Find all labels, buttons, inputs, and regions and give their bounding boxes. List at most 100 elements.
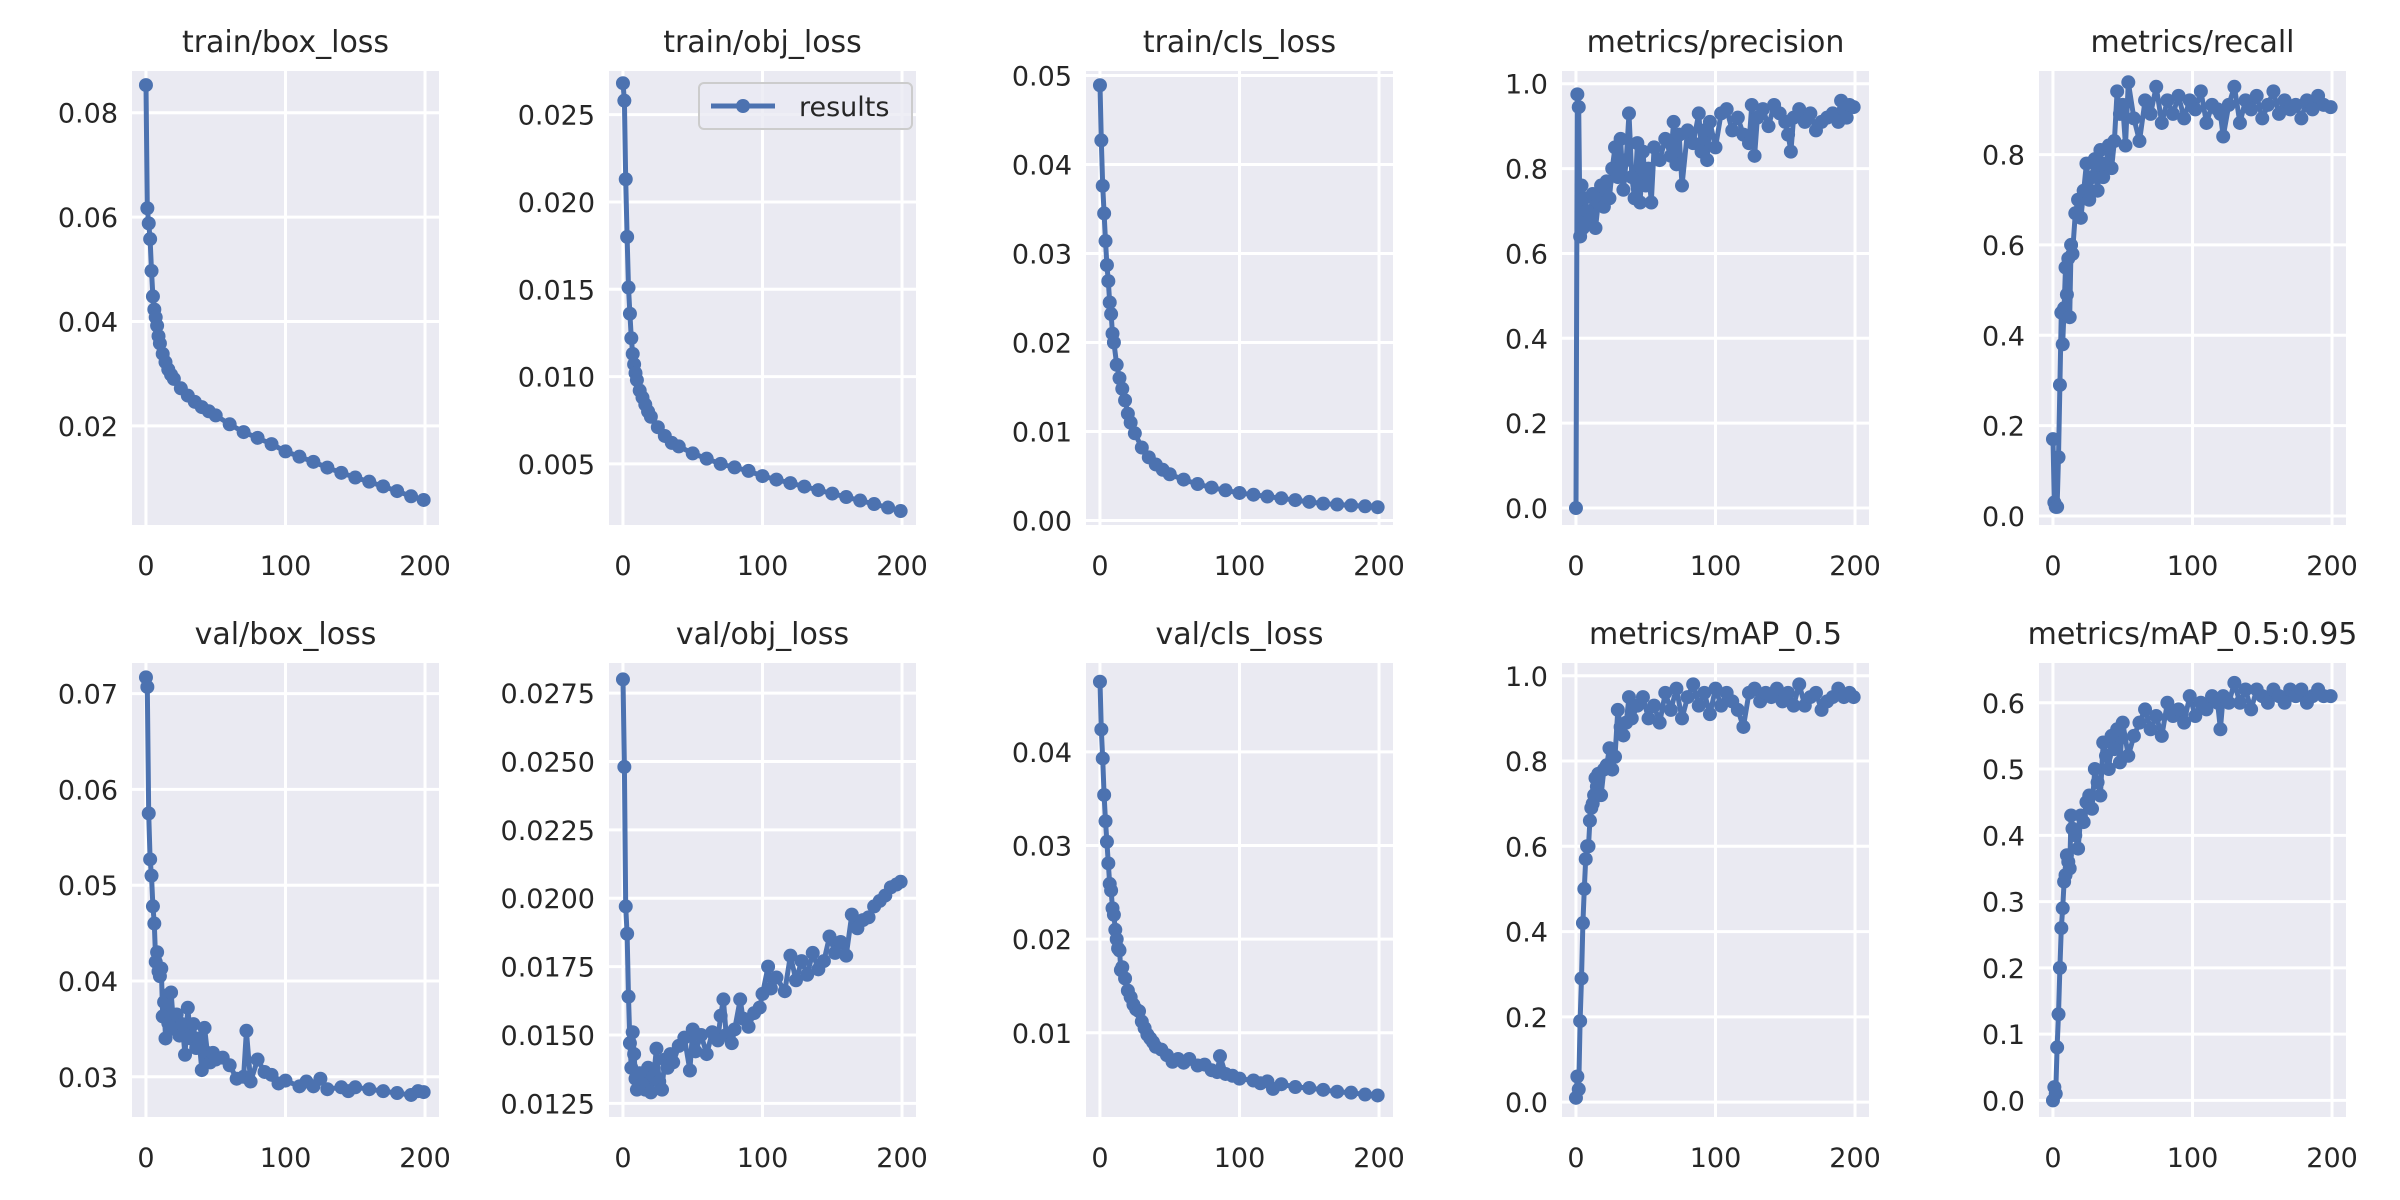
data-point [625,346,640,361]
data-point [867,497,882,512]
data-point [643,1085,658,1100]
data-point [2171,88,2186,103]
data-point [2048,1086,2063,1101]
data-point [1747,148,1762,163]
y-tick-label: 0.0150 [501,1021,595,1052]
data-point [1613,131,1628,146]
data-point [861,910,876,925]
series-results [615,76,908,519]
data-point [1700,153,1715,168]
data-point [833,934,848,949]
data-point [2052,377,2067,392]
data-point [1162,467,1177,482]
data-point [1358,1087,1373,1102]
data-point [1641,161,1656,176]
data-point [2188,102,2203,117]
y-tick-label: 1.0 [1505,70,1548,101]
y-tick-label: 0.0200 [501,884,595,915]
data-point [404,489,419,504]
data-point [390,1086,405,1101]
data-point [1658,131,1673,146]
data-point [1218,483,1233,498]
data-point [1624,711,1639,726]
data-point [1190,477,1205,492]
data-point [278,1073,293,1088]
data-point [1697,685,1712,700]
x-tick-label: 100 [1214,1143,1266,1174]
data-point [1104,307,1119,322]
data-point [1571,100,1586,115]
x-tick-label: 200 [2306,551,2358,582]
data-point [1094,722,1109,737]
data-point [2096,170,2111,185]
data-point [172,1028,187,1043]
data-point [1118,971,1133,986]
data-point [741,463,756,478]
data-point [622,306,637,321]
series-results [1092,78,1385,515]
data-point [1212,1049,1227,1064]
data-point [1274,491,1289,506]
data-point [2104,161,2119,176]
data-point [1803,106,1818,121]
data-point [222,1058,237,1073]
data-point [145,899,160,914]
data-point [1232,1071,1247,1086]
data-point [1288,1080,1303,1095]
data-point [811,483,826,498]
panel-metrics-precision: 0 100 200 0.0 0.2 0.4 0.6 0.8 1.0 metrics/precisi… [1505,25,1881,582]
data-point [622,1036,637,1051]
data-point [320,460,335,475]
legend: results [698,82,913,130]
data-point [2260,695,2275,710]
data-point [816,954,831,969]
data-point [1635,690,1650,705]
data-point [2149,79,2164,94]
data-point [1736,719,1751,734]
axes: 0 100 200 0.01 0.02 0.03 0.04 [1012,663,1405,1174]
data-point [2071,841,2086,856]
data-point [1101,274,1116,289]
data-point [627,1047,642,1062]
legend-label: results [799,92,889,123]
data-point [629,373,644,388]
data-point [839,948,854,963]
data-point [643,409,658,424]
data-point [805,945,820,960]
data-point [1577,881,1592,896]
data-point [2121,75,2136,90]
y-tick-label: 0.06 [58,775,118,806]
data-point [143,232,158,247]
data-point [1204,480,1219,495]
data-point [2065,246,2080,261]
data-point [893,504,908,519]
data-point [1652,153,1667,168]
data-point [1616,728,1631,743]
data-point [390,484,405,499]
data-point [2244,102,2259,117]
data-point [1610,702,1625,717]
data-point [2062,861,2077,876]
data-point [2213,722,2228,737]
data-point [1330,497,1345,512]
data-point [1330,1084,1345,1099]
data-point [699,451,714,466]
data-point [1104,883,1119,898]
data-point [1098,234,1113,249]
x-tick-label: 100 [737,1143,789,1174]
data-point [2288,97,2303,112]
panel-title: metrics/mAP_0.5:0.95 [2028,617,2358,652]
data-point [2101,762,2116,777]
y-tick-label: 0.020 [518,188,595,219]
data-point [1102,295,1117,310]
data-point [1652,715,1667,730]
y-tick-label: 0.00 [1012,507,1072,538]
axes: 0 100 200 0.0 0.1 0.2 0.3 0.4 0.5 0.6 [1982,663,2358,1174]
data-point [243,1074,258,1089]
data-point [2227,79,2242,94]
data-point [1708,140,1723,155]
data-point [1702,114,1717,129]
data-point [1769,681,1784,696]
data-point [140,679,155,694]
